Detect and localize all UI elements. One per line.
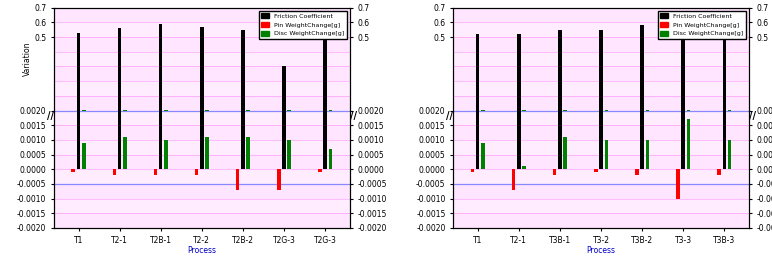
Bar bbox=[599, 30, 603, 111]
Bar bbox=[235, 169, 239, 190]
Bar bbox=[54, 96, 350, 111]
Text: //: // bbox=[350, 111, 357, 120]
Bar bbox=[54, 184, 350, 199]
Text: //: // bbox=[749, 111, 756, 120]
Bar bbox=[118, 0, 121, 169]
Bar bbox=[604, 140, 608, 169]
Bar bbox=[54, 213, 350, 228]
Bar bbox=[200, 27, 204, 111]
Bar bbox=[54, 8, 350, 23]
Bar bbox=[77, 33, 80, 111]
Bar bbox=[54, 67, 350, 81]
Bar bbox=[635, 169, 638, 175]
Bar bbox=[200, 0, 204, 169]
Bar bbox=[723, 25, 726, 111]
Bar bbox=[453, 184, 749, 199]
Bar bbox=[54, 169, 350, 184]
Bar bbox=[72, 169, 75, 172]
Bar bbox=[77, 0, 80, 169]
Bar bbox=[124, 137, 127, 169]
Bar bbox=[159, 24, 162, 111]
Bar bbox=[453, 111, 749, 125]
Bar bbox=[453, 52, 749, 67]
Bar bbox=[453, 213, 749, 228]
Bar bbox=[558, 0, 561, 169]
Bar bbox=[599, 0, 603, 169]
Bar bbox=[523, 166, 526, 169]
Bar bbox=[323, 27, 327, 111]
Bar bbox=[453, 37, 749, 52]
Bar bbox=[453, 125, 749, 140]
Bar bbox=[453, 96, 749, 111]
Bar bbox=[723, 0, 726, 169]
Bar bbox=[682, 31, 685, 111]
Legend: Friction Coefficient, Pin WeightChange[g], Disc WeightChange[g]: Friction Coefficient, Pin WeightChange[g… bbox=[658, 11, 746, 39]
Bar bbox=[164, 140, 168, 169]
Y-axis label: Variation: Variation bbox=[22, 42, 32, 76]
Bar bbox=[558, 30, 561, 111]
Bar bbox=[476, 34, 479, 111]
Bar bbox=[283, 0, 286, 169]
Bar bbox=[54, 23, 350, 37]
Bar bbox=[283, 67, 286, 111]
X-axis label: Process: Process bbox=[188, 246, 216, 255]
Bar bbox=[113, 169, 117, 175]
Bar bbox=[682, 0, 685, 169]
Bar bbox=[54, 52, 350, 67]
Bar bbox=[118, 28, 121, 111]
Bar bbox=[82, 143, 86, 169]
Bar bbox=[54, 199, 350, 213]
Bar bbox=[54, 111, 350, 125]
Bar bbox=[54, 81, 350, 96]
X-axis label: Process: Process bbox=[587, 246, 615, 255]
Bar bbox=[246, 137, 250, 169]
Bar bbox=[676, 169, 679, 199]
Bar bbox=[323, 0, 327, 169]
Bar bbox=[329, 149, 332, 169]
Bar bbox=[717, 169, 721, 175]
Bar bbox=[54, 125, 350, 140]
Bar bbox=[594, 169, 598, 172]
Bar bbox=[645, 140, 649, 169]
Bar bbox=[287, 140, 291, 169]
Text: //: // bbox=[446, 111, 453, 120]
Bar bbox=[54, 155, 350, 169]
Text: //: // bbox=[47, 111, 54, 120]
Bar bbox=[641, 0, 644, 169]
Bar bbox=[517, 34, 520, 111]
Bar bbox=[453, 199, 749, 213]
Bar bbox=[242, 30, 245, 111]
Bar bbox=[318, 169, 322, 172]
Bar bbox=[517, 0, 520, 169]
Bar bbox=[476, 0, 479, 169]
Bar bbox=[54, 37, 350, 52]
Bar bbox=[154, 169, 157, 175]
Bar bbox=[553, 169, 557, 175]
Bar bbox=[54, 140, 350, 155]
Legend: Friction Coefficient, Pin WeightChange[g], Disc WeightChange[g]: Friction Coefficient, Pin WeightChange[g… bbox=[259, 11, 347, 39]
Bar bbox=[453, 81, 749, 96]
Bar bbox=[686, 119, 690, 169]
Bar bbox=[512, 169, 516, 190]
Bar bbox=[641, 25, 644, 111]
Bar bbox=[471, 169, 474, 172]
Bar bbox=[159, 0, 162, 169]
Bar bbox=[453, 155, 749, 169]
Bar bbox=[728, 140, 731, 169]
Bar bbox=[277, 169, 280, 190]
Bar bbox=[453, 140, 749, 155]
Bar bbox=[453, 67, 749, 81]
Bar bbox=[205, 137, 209, 169]
Bar bbox=[453, 23, 749, 37]
Bar bbox=[453, 8, 749, 23]
Bar bbox=[564, 137, 567, 169]
Bar bbox=[242, 0, 245, 169]
Bar bbox=[481, 143, 485, 169]
Bar bbox=[195, 169, 198, 175]
Bar bbox=[453, 169, 749, 184]
